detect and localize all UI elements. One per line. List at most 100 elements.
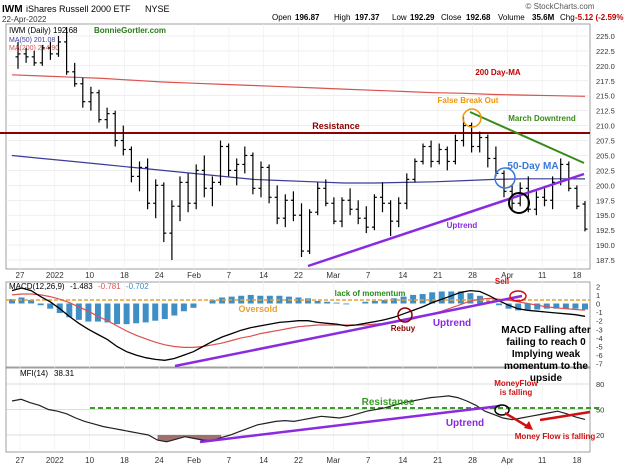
price-tick-label: 190.0: [596, 241, 615, 250]
macd-hist-bar: [104, 303, 111, 323]
macd-hist-bar: [419, 294, 426, 304]
security-name: iShares Russell 2000 ETF: [26, 4, 131, 14]
ohlc-bar: [428, 140, 434, 168]
x-label: Mar: [326, 456, 340, 465]
ohlc-bar: [226, 143, 232, 177]
ohlc-bar: [582, 201, 588, 232]
mfi-legend-value: 38.31: [54, 369, 75, 378]
price-tick-label: 205.0: [596, 151, 615, 160]
x-label: 18: [120, 456, 129, 465]
macd-tick-label: -4: [596, 334, 603, 343]
macd-histogram: [9, 291, 588, 325]
price-tick-label: 222.5: [596, 47, 615, 56]
macd-hist-bar: [114, 303, 121, 325]
macd-hist-bar: [553, 303, 560, 309]
low-value: 192.29: [410, 13, 435, 22]
ann-ma50: 50-Day MA: [507, 161, 558, 172]
macd-hist-bar: [9, 299, 15, 304]
price-tick-label: 195.0: [596, 211, 615, 220]
macd-legend-label: MACD(12,26,9): [9, 282, 65, 291]
ohlc-bar: [112, 110, 118, 147]
macd-hist-bar: [362, 301, 369, 304]
macd-hist-bar: [28, 300, 35, 304]
ohlc-bar: [550, 176, 556, 210]
x-label: 2022: [46, 271, 64, 280]
macd-hist-bar: [152, 303, 159, 321]
macd-hist-bar: [524, 303, 531, 311]
price-tick-label: 200.0: [596, 181, 615, 190]
ohlc-bar: [420, 143, 426, 165]
mfi-tick-label: 50: [596, 406, 604, 415]
ohlc-bar: [299, 203, 304, 258]
x-label: 22: [294, 271, 303, 280]
x-label: Feb: [187, 271, 201, 280]
macd-note: MACD Falling after failing to reach 0 Im…: [501, 325, 591, 384]
macd-hist-bar: [438, 291, 445, 304]
macd-note-line-2: failing to reach 0: [506, 337, 586, 348]
ohlc-bar: [396, 197, 402, 228]
ohlc-bar: [485, 134, 491, 168]
macd-hist-bar: [410, 294, 417, 304]
ohlc-bar: [566, 161, 572, 192]
ohlc-bar: [23, 47, 29, 63]
ohlc-bar: [371, 194, 377, 231]
macd-hist-bar: [247, 294, 254, 304]
x-label: 7: [227, 456, 232, 465]
ohlc-bar: [355, 200, 361, 225]
macd-hist-bar: [429, 292, 436, 304]
price-tick-label: 187.5: [596, 256, 615, 265]
x-label: 10: [85, 456, 94, 465]
ohlc-bar: [315, 182, 321, 216]
ohlc-bar: [64, 26, 70, 75]
price-tick-label: 202.5: [596, 166, 615, 175]
mfi-y-axis: 80 50 20: [596, 380, 604, 440]
macd-hist-bar: [180, 303, 187, 312]
macd-tick-label: 0: [596, 300, 600, 309]
ohlc-bar: [209, 176, 215, 207]
mfi-tick-label: 80: [596, 380, 604, 389]
mfi-legend: MFI(14) 38.31: [20, 369, 75, 378]
volume-value: 35.6M: [532, 13, 555, 22]
ma50-circle: [494, 167, 516, 189]
macd-tick-label: -5: [596, 343, 603, 352]
x-label: Apr: [501, 271, 514, 280]
breakdown-circle: [508, 192, 530, 214]
ann-rebuy: Rebuy: [391, 324, 416, 333]
macd-hist-bar: [123, 303, 130, 325]
macd-hist-bar: [582, 303, 588, 310]
ohlc-bar: [218, 140, 223, 186]
macd-legend-hist: -0.702: [126, 282, 149, 291]
low-label: Low: [392, 13, 407, 22]
price-tick-label: 220.0: [596, 62, 615, 71]
ohlc-bar: [444, 146, 450, 171]
ohlc-bar: [80, 77, 86, 108]
x-label: 28: [468, 271, 477, 280]
ohlc-bar: [363, 206, 369, 234]
x-label: 24: [155, 456, 164, 465]
ohlc-bar: [88, 86, 94, 111]
legend-author: BonnieGortler.com: [94, 26, 166, 35]
macd-legend: MACD(12,26,9) -1.483 -0.781 -0.702: [9, 282, 149, 291]
macd-hist-bar: [75, 303, 82, 320]
ohlc-bar: [331, 197, 337, 225]
x-label: 7: [227, 271, 232, 280]
ohlc-bar: [161, 182, 167, 243]
macd-hist-bar: [391, 298, 397, 304]
macd-hist-bar: [534, 303, 541, 310]
x-label: 21: [433, 271, 442, 280]
macd-lines: [11, 287, 586, 361]
macd-hist-bar: [85, 303, 92, 322]
ohlc-bar: [339, 197, 345, 228]
macd-hist-bar: [133, 303, 140, 324]
ohlc-bar: [452, 134, 458, 165]
x-label: 7: [366, 456, 371, 465]
macd-hist-bar: [171, 303, 178, 316]
macd-hist-bar: [190, 303, 197, 308]
macd-hist-bar: [381, 300, 388, 304]
macd-hist-bar: [161, 303, 168, 319]
close-value: 192.68: [466, 13, 491, 22]
x-label: 24: [155, 271, 164, 280]
macd-hist-bar: [94, 303, 101, 322]
macd-hist-bar: [515, 303, 522, 311]
legend-price: IWM (Daily) 192.68: [9, 26, 78, 35]
